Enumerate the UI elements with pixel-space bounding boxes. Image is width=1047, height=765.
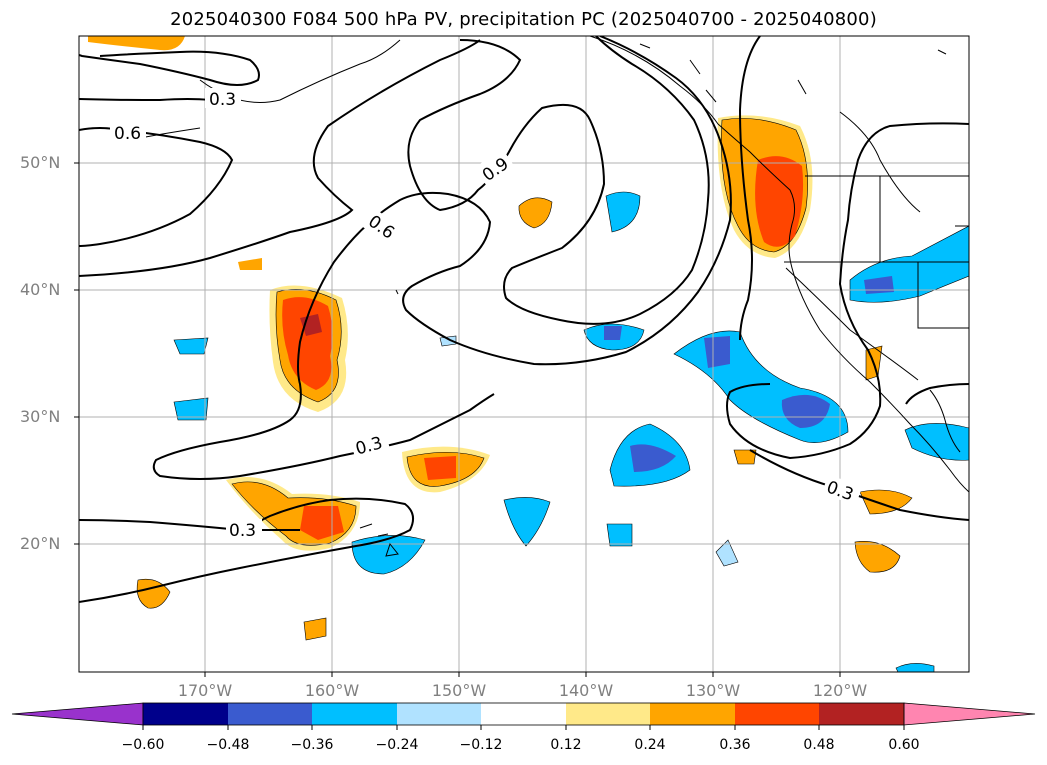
lon-label-160w: 160°W: [304, 681, 360, 700]
graticule: [79, 36, 969, 672]
colorbar: [11, 702, 1036, 730]
lat-label-30n: 30°N: [20, 407, 61, 426]
lat-label-20n: 20°N: [20, 534, 61, 553]
contour-label-0-3-north: 0.3: [209, 90, 236, 110]
colorbar-tick-label: 0.12: [550, 737, 582, 753]
colorbar-tick-label: −0.48: [206, 737, 250, 753]
colorbar-tick-label: −0.12: [459, 737, 503, 753]
colorbar-segment: [735, 703, 819, 725]
lat-label-50n: 50°N: [20, 153, 61, 172]
map-title: 2025040300 F084 500 hPa PV, precipitatio…: [170, 9, 877, 30]
axis-ticks: [74, 162, 841, 677]
negative-anomaly-areas: [173, 191, 969, 672]
colorbar-tick-label: 0.24: [634, 737, 666, 753]
lon-label-150w: 150°W: [431, 681, 487, 700]
pv-contours: [79, 36, 969, 603]
colorbar-tick-label: −0.24: [375, 737, 419, 753]
colorbar-segment: [819, 703, 904, 725]
lon-label-140w: 140°W: [558, 681, 614, 700]
contour-label-0-6-west: 0.6: [114, 124, 141, 144]
contour-labels: 0.3 0.6 0.9 0.6 0.3 0.3 0.3: [110, 88, 863, 541]
lon-label-120w: 120°W: [812, 681, 868, 700]
colorbar-tick-label: 0.36: [719, 737, 751, 753]
colorbar-tick-label: 0.48: [803, 737, 835, 753]
colorbar-tick-label: 0.60: [888, 737, 920, 753]
contour-label-0-3-south: 0.3: [229, 521, 256, 541]
colorbar-segment: [312, 703, 397, 725]
colorbar-extend-high: [903, 702, 1036, 726]
colorbar-segment: [650, 703, 735, 725]
colorbar-segment: [481, 703, 566, 725]
colorbar-segment: [228, 703, 312, 725]
colorbar-segment: [143, 703, 228, 725]
map-frame: [78, 35, 970, 673]
colorbar-extend-low: [11, 702, 144, 726]
colorbar-tick-label: −0.60: [121, 737, 165, 753]
colorbar-segment: [397, 703, 481, 725]
positive-anomaly-areas: [88, 36, 913, 641]
lat-label-40n: 40°N: [20, 280, 61, 299]
colorbar-segment: [566, 703, 650, 725]
lon-label-170w: 170°W: [177, 681, 233, 700]
colorbar-frame: [142, 702, 905, 726]
colorbar-tick-label: −0.36: [290, 737, 334, 753]
lon-label-130w: 130°W: [685, 681, 741, 700]
